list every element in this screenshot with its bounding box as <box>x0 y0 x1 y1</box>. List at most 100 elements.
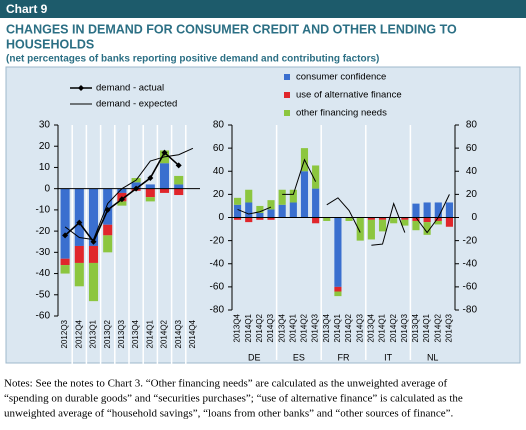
y-tick-label: 80 <box>466 120 478 131</box>
bar <box>356 217 364 241</box>
legend-label: other financing needs <box>296 108 387 119</box>
marker <box>161 149 168 156</box>
x-tick-label: 2013Q4 <box>233 313 242 342</box>
bar <box>234 204 242 218</box>
bar <box>278 189 286 205</box>
bar <box>256 205 264 213</box>
chart-title: HOUSEHOLDS <box>6 37 94 51</box>
y-tick-label: -40 <box>210 258 225 269</box>
marker <box>62 232 69 239</box>
x-tick-label: 2014Q3 <box>445 313 454 342</box>
bar <box>434 220 442 225</box>
bar <box>312 217 320 224</box>
bar <box>300 171 309 218</box>
x-tick-label: 2014Q2 <box>389 313 398 342</box>
x-tick-label: 2014Q1 <box>333 313 342 342</box>
marker <box>175 162 182 169</box>
line <box>237 206 272 215</box>
marker <box>118 196 125 203</box>
legend-swatch <box>284 92 290 98</box>
bar <box>423 217 431 223</box>
bar <box>434 202 442 218</box>
bar <box>445 217 453 227</box>
x-tick-label: 2014Q3 <box>311 313 320 342</box>
x-tick-label: 2013Q4 <box>411 313 420 342</box>
x-tick-label: 2014Q2 <box>300 313 309 342</box>
x-tick-label: 2014Q1 <box>378 313 387 342</box>
x-tick-label: 2012Q3 <box>60 319 69 348</box>
bar <box>88 188 99 246</box>
y-tick-label: 60 <box>466 143 478 154</box>
bar <box>334 286 342 292</box>
bar <box>145 184 155 189</box>
bar <box>423 202 431 218</box>
line <box>282 158 317 195</box>
x-tick-label: 2014Q2 <box>160 319 169 348</box>
note: unweighted average of “household savings… <box>4 408 454 420</box>
bar <box>401 217 409 220</box>
marker <box>147 175 154 182</box>
y-tick-label: -80 <box>463 305 478 316</box>
marker <box>133 185 140 192</box>
bar <box>423 222 431 235</box>
y-tick-label: 60 <box>213 143 225 154</box>
legend-swatch <box>284 110 290 116</box>
bar <box>412 220 420 231</box>
bar <box>117 188 127 193</box>
y-tick-label: -60 <box>463 282 478 293</box>
x-tick-label: 2014Q3 <box>266 313 275 342</box>
header: Chart 9 <box>6 2 48 16</box>
bar <box>434 217 442 221</box>
legend-label: consumer confidence <box>296 72 386 83</box>
bar <box>412 203 420 218</box>
bar <box>323 217 331 221</box>
legend-label: demand - actual <box>96 83 164 94</box>
bar <box>145 188 155 198</box>
bar <box>117 201 127 206</box>
x-tick-label: 2013Q4 <box>322 313 331 342</box>
x-tick-label: 2012Q4 <box>74 319 83 348</box>
chart-title: CHANGES IN DEMAND FOR CONSUMER CREDIT AN… <box>6 22 457 36</box>
bar <box>88 262 99 302</box>
x-tick-label: 2014Q1 <box>145 319 154 348</box>
note: “spending on durable goods” and “securit… <box>4 393 463 405</box>
note: Notes: See the notes to Chart 3. “Other … <box>4 378 448 390</box>
header-bar <box>0 0 526 18</box>
y-tick-label: -10 <box>36 205 51 216</box>
x-tick-label: 2014Q2 <box>344 313 353 342</box>
x-tick-label: 2014Q1 <box>288 313 297 342</box>
y-tick-label: 20 <box>213 189 225 200</box>
bar <box>159 188 170 193</box>
group-label: DE <box>248 352 261 362</box>
bar <box>289 189 297 203</box>
bar <box>445 202 453 218</box>
bar <box>174 184 184 189</box>
bar <box>174 175 184 185</box>
group-label: NL <box>427 352 439 362</box>
bar <box>367 217 375 220</box>
legend-label: demand - expected <box>96 99 177 110</box>
bar <box>278 204 286 218</box>
y-tick-label: 0 <box>218 212 224 223</box>
y-tick-label: 20 <box>466 189 478 200</box>
bar <box>60 188 70 259</box>
y-tick-label: -40 <box>36 268 51 279</box>
bar <box>103 188 113 225</box>
group-label: IT <box>384 352 393 362</box>
x-tick-label: 2014Q3 <box>174 319 183 348</box>
bar <box>88 245 99 263</box>
y-tick-label: -50 <box>36 289 51 300</box>
bar <box>378 219 387 232</box>
y-tick-label: -40 <box>463 258 478 269</box>
bar <box>267 200 275 210</box>
legend-swatch <box>284 74 290 80</box>
line <box>415 194 450 234</box>
bar <box>256 212 264 218</box>
x-tick-label: 2013Q4 <box>277 313 286 342</box>
x-tick-label: 2014Q3 <box>400 313 409 342</box>
bar <box>312 188 320 218</box>
bar <box>267 209 275 218</box>
y-tick-label: 30 <box>39 120 51 131</box>
bar <box>289 202 297 218</box>
